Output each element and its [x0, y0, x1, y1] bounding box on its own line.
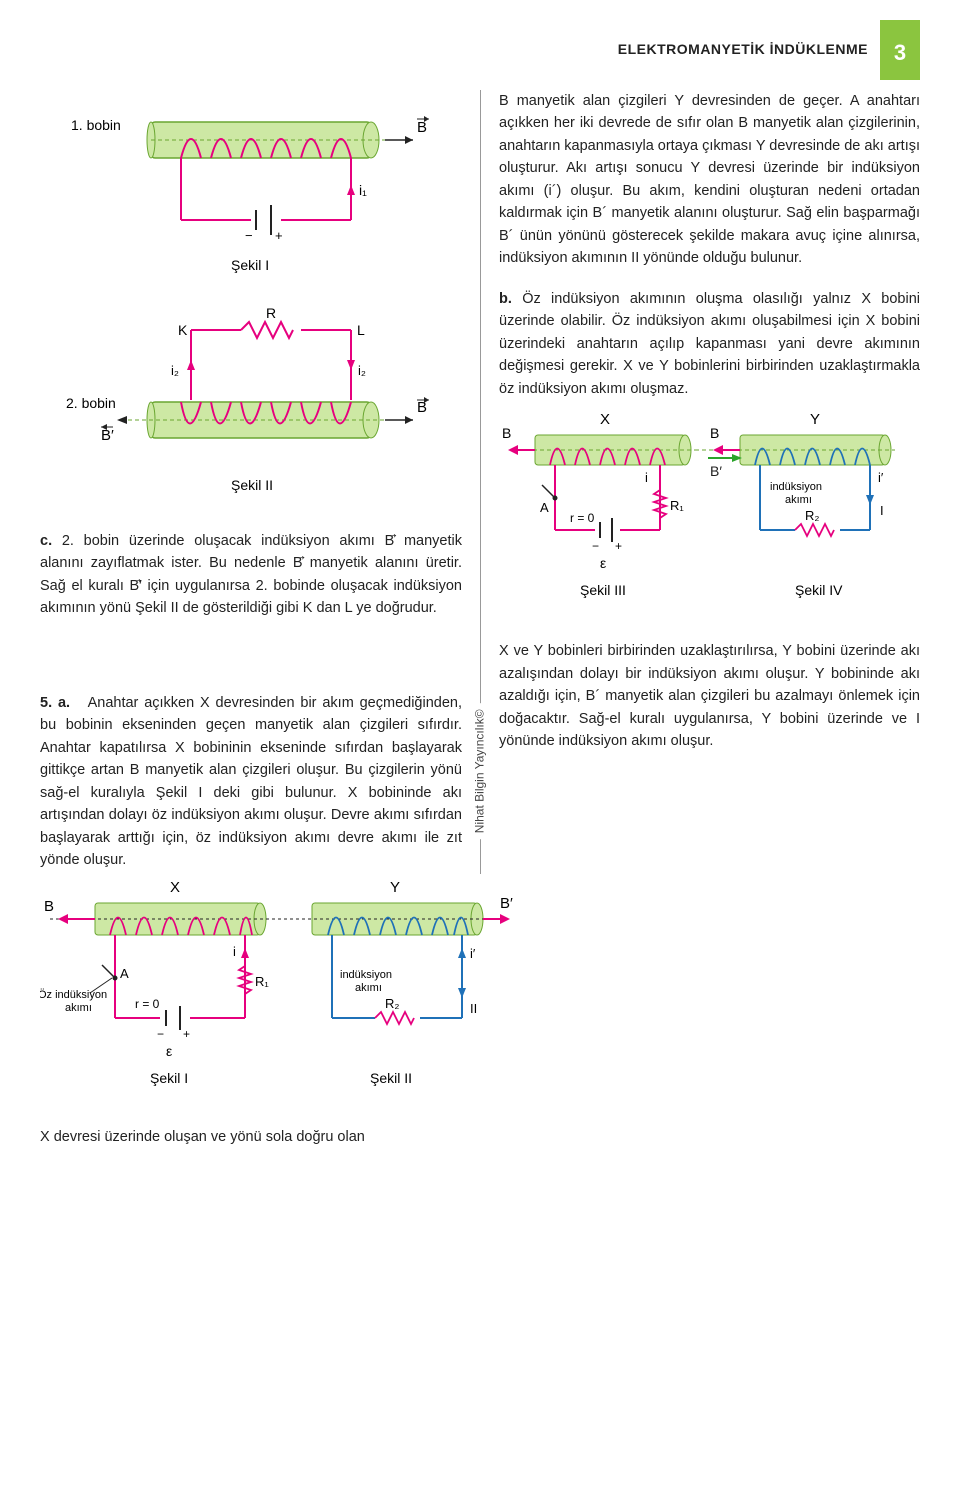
label-K: K [178, 322, 188, 338]
paragraph-c2: c. 2. bobin üzerinde oluşacak indüksiyon… [40, 530, 462, 620]
figure-bottom-wide: X Y B Öz indüksiyon akımı [40, 878, 920, 1148]
publisher-vertical: Nihat Bilgin Yayıncılık© [469, 703, 492, 839]
label-i1: i₁ [359, 182, 367, 198]
paragraph-r2: X ve Y bobinleri birbirinden uzaklaştırı… [499, 640, 920, 752]
svg-text:akımı: akımı [355, 982, 382, 994]
coil-1-diagram: 1. bobin B [61, 100, 441, 290]
label-r0-a: r = 0 [570, 511, 595, 525]
label-Y: Y [810, 411, 820, 428]
label-Bprime: B′ [101, 427, 114, 444]
label-Bp-r: B′ [710, 463, 722, 479]
svg-text:−: − [592, 539, 599, 553]
caption-sekil-2b: Şekil II [370, 1070, 412, 1086]
svg-text:+: + [183, 1027, 190, 1041]
caption-sekil-1: Şekil I [231, 257, 269, 273]
label-indakimib: indüksiyon [340, 969, 392, 981]
paragraph-b: b. Öz indüksiyon akımının oluşma olasılı… [499, 288, 920, 400]
label-Yb: Y [390, 879, 400, 896]
label-R2b: R₂ [385, 996, 399, 1011]
label-epsb: ε [166, 1043, 172, 1059]
chapter-number: 3 [894, 36, 906, 70]
label-L: L [357, 322, 365, 338]
figure-sekil-1-top: 1. bobin B [40, 100, 462, 290]
bottom-two-coils-diagram: X Y B Öz indüksiyon akımı [40, 878, 520, 1118]
label-ipb: i′ [470, 946, 476, 961]
label-B-m: B [710, 425, 719, 441]
label-B-left: B [502, 425, 511, 441]
label-ozind: Öz indüksiyon [40, 989, 107, 1001]
label-R: R [266, 305, 276, 321]
paragraph-5a: 5. a. Anahtar açıkken X devresinden bir … [40, 692, 462, 872]
paragraph-bottom: X devresi üzerinde oluşan ve yönü sola d… [40, 1126, 480, 1148]
label-R1b: R₁ [255, 974, 269, 989]
coil-2-diagram: R K L i₂ i₂ 2. bobin [61, 300, 441, 520]
page: ELEKTROMANYETİK İNDÜKLENME 3 1. bobin [0, 0, 960, 1190]
left-column: 1. bobin B [40, 90, 480, 874]
label-ip-a: i′ [878, 470, 884, 485]
caption-sekil-4: Şekil IV [795, 582, 843, 598]
chapter-title: ELEKTROMANYETİK İNDÜKLENME [618, 39, 868, 61]
two-coils-diagram-right: X Y B [500, 410, 920, 630]
label-i2b: i₂ [358, 363, 366, 378]
label-i-a: i [645, 470, 648, 485]
label-R2-a: R₂ [805, 508, 819, 523]
right-column: B manyetik alan çizgileri Y devresinden … [480, 90, 920, 874]
label-i2a: i₂ [171, 363, 179, 378]
label-B: B [417, 119, 427, 136]
label-bobin2: 2. bobin [66, 395, 116, 411]
svg-text:+: + [615, 539, 622, 553]
chapter-number-box: 3 [880, 20, 920, 80]
label-IIb: II [470, 1001, 477, 1016]
paragraph-r1: B manyetik alan çizgileri Y devresinden … [499, 90, 920, 270]
label-Bb: B [44, 898, 54, 915]
label-eps-a: ε [600, 555, 606, 571]
label-Ab: A [120, 966, 129, 981]
svg-text:+: + [275, 228, 283, 243]
label-R1-a: R₁ [670, 498, 684, 513]
caption-sekil-3: Şekil III [580, 582, 626, 598]
header-bar: ELEKTROMANYETİK İNDÜKLENME 3 [40, 20, 920, 80]
label-indakimi-a: indüksiyon [770, 481, 822, 493]
label-r0b: r = 0 [135, 997, 160, 1011]
caption-sekil-2: Şekil II [231, 477, 273, 493]
svg-text:−: − [245, 228, 253, 243]
label-I-a: I [880, 503, 884, 518]
figure-sekil-2-top: R K L i₂ i₂ 2. bobin [40, 300, 462, 520]
label-Bpb: B′ [500, 895, 513, 912]
label-X: X [600, 411, 610, 428]
caption-sekil-1b: Şekil I [150, 1070, 188, 1086]
svg-text:−: − [157, 1027, 164, 1041]
svg-text:akımı: akımı [65, 1002, 92, 1014]
label-Xb: X [170, 879, 180, 896]
label-A: A [540, 500, 549, 515]
svg-text:akımı: akımı [785, 494, 812, 506]
label-bobin1: 1. bobin [71, 117, 121, 133]
label-ib: i [233, 944, 236, 959]
figure-sekil-3-4: X Y B [499, 410, 920, 630]
